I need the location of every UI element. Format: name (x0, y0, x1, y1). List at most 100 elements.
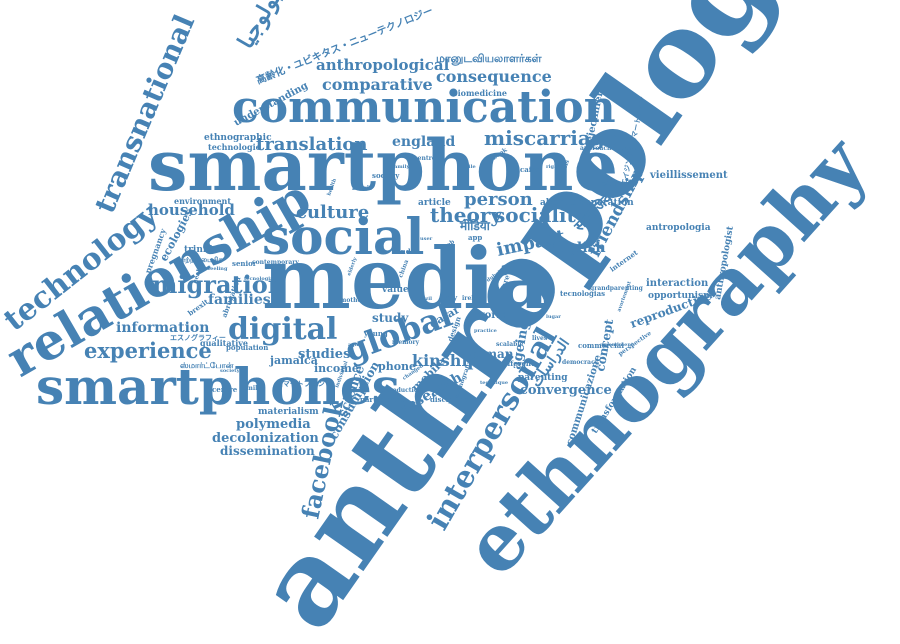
word-income: income (314, 362, 359, 375)
filler-word: feeling (208, 266, 228, 272)
word-separation: separation (580, 198, 634, 208)
filler-word: cairo (520, 165, 540, 174)
word-social: social (262, 207, 424, 266)
filler-word: young (363, 329, 388, 338)
word-household: household (148, 201, 235, 219)
word-population: population (226, 343, 268, 352)
word-tamil-scholars: மானுடவியலாளர்கள் (436, 52, 543, 66)
word-media: media (262, 229, 549, 328)
filler-word: family (240, 385, 261, 392)
word-migration: migration (152, 270, 285, 299)
word-communication: communication (232, 82, 616, 133)
filler-word: tecnologia (244, 276, 274, 282)
filler-word: chile (462, 164, 476, 170)
filler-word: brazil (416, 296, 432, 302)
filler-word: family (392, 164, 410, 170)
word-english: english (548, 240, 606, 256)
filler-word: centre (212, 385, 238, 394)
word-world: world (475, 310, 507, 321)
word-families: families (208, 292, 271, 308)
filler-word: user (420, 236, 433, 242)
word-environment: environment (174, 196, 231, 206)
filler-word: right (546, 164, 561, 170)
word-person: person (464, 189, 533, 210)
word-katakana-ethnography: エスノグラフィー (170, 333, 226, 342)
word-jamaica: jamaica (269, 354, 318, 367)
filler-word: health (326, 177, 338, 196)
word-hindi-media: मीडिया (459, 219, 491, 233)
filler-word: scalable (496, 341, 524, 348)
filler-word: discipline (430, 395, 469, 404)
word-smartphones: smartphones (36, 357, 400, 416)
filler-word: lugar (546, 314, 561, 320)
filler-word: commercial (578, 341, 624, 350)
filler-word: memory (392, 339, 420, 346)
filler-word: technique (480, 380, 508, 386)
filler-word: society (372, 171, 400, 180)
word-dissemination: dissemination (220, 444, 315, 458)
filler-word: platform (616, 146, 641, 152)
word-tamil-small: மாற்றமடைகிற (176, 255, 223, 264)
filler-word: participant (360, 395, 404, 404)
word-biomedicine: biomedicine (452, 88, 507, 98)
word-opportunism: opportunism (648, 291, 713, 301)
word-kinship: kinship (412, 351, 479, 370)
filler-word: lives (532, 335, 548, 342)
word-experience: experience (84, 338, 212, 363)
word-japanese-smartphone: スマートフォン (276, 379, 325, 388)
word-comparative: comparative (322, 75, 433, 94)
filler-word: democracy (562, 359, 599, 366)
word-ethnographic: ethnographic (204, 133, 272, 143)
word-smartphone: smartphone (148, 124, 618, 207)
word-parenting: parenting (518, 373, 568, 383)
word-translation: translation (256, 134, 367, 155)
filler-word: society (220, 368, 241, 374)
word-polymedia: polymedia (236, 417, 311, 432)
word-technologie: technologie (208, 142, 261, 152)
word-materialism: materialism (258, 407, 319, 417)
filler-word: fieldwork (596, 179, 632, 188)
word-convergence: convergence (520, 383, 612, 398)
word-qualitative: qualitative (200, 338, 248, 348)
word-study: study (372, 311, 409, 325)
filler-word: centre (414, 155, 436, 162)
filler-word: mother (340, 297, 365, 304)
filler-word: approach (580, 145, 612, 152)
word-abortion: abortion (540, 198, 583, 208)
word-sociality: sociality (494, 203, 589, 227)
word-miscarriage: miscarriage (484, 126, 618, 150)
word-article: article (418, 198, 451, 208)
word-england: england (392, 134, 455, 150)
word-culture: culture (296, 202, 369, 223)
filler-word: tecnologias (560, 289, 605, 298)
word-phone: phone (378, 360, 416, 373)
word-decolonization: decolonization (212, 431, 319, 446)
word-antropologia: antropologia (646, 223, 711, 233)
word-theory: theory (430, 203, 503, 227)
word-information: information (116, 320, 209, 336)
word-woman: woman (465, 347, 514, 361)
filler-word: ireland (462, 295, 487, 302)
filler-word: app (468, 233, 482, 242)
filler-word: different (500, 359, 535, 368)
word-vieillissement: vieillissement (649, 170, 728, 181)
word-anthropological: anthropological (316, 56, 450, 74)
word-consequence: consequence (436, 67, 552, 86)
word-trinidad: trinidad (184, 245, 225, 255)
filler-word: brexit (352, 185, 372, 192)
word-digital: digital (228, 312, 337, 347)
word-tamil-smartphone: ஸ்மார்ட்போன் (180, 360, 234, 370)
filler-word: practice (474, 328, 497, 334)
filler-word: india (398, 247, 418, 256)
filler-word: contemporary (252, 259, 299, 266)
filler-word: italy (440, 293, 458, 302)
filler-word: grandparenting (590, 285, 644, 292)
word-value: value (381, 285, 409, 295)
word-studies: studies (298, 347, 350, 362)
filler-word: introduction (380, 387, 423, 394)
filler-word: amendment (600, 342, 634, 348)
filler-word: senior (232, 259, 257, 268)
filler-word: aging (348, 342, 364, 348)
